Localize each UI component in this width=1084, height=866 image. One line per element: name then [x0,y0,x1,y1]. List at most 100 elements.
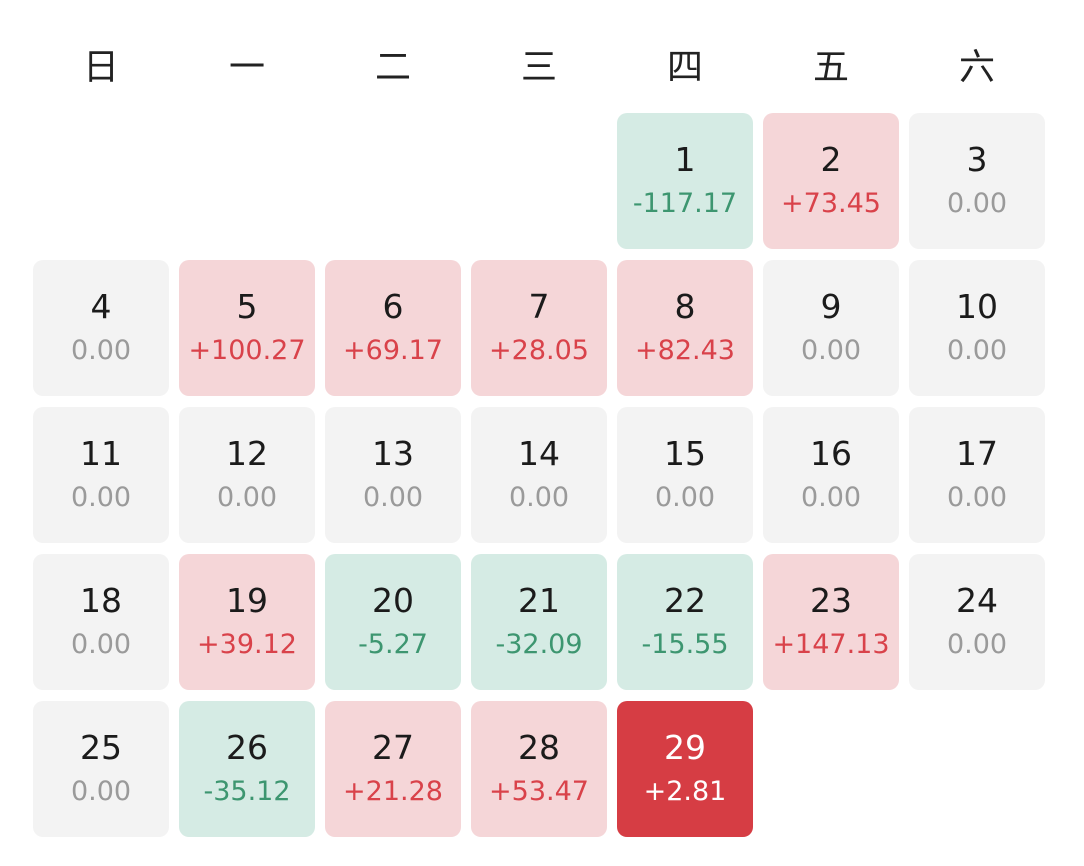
day-cell[interactable]: 12 0.00 [179,407,315,543]
day-cell[interactable]: 19 +39.12 [179,554,315,690]
day-value: -5.27 [358,629,428,660]
day-number: 14 [518,434,560,473]
day-cell[interactable]: 13 0.00 [325,407,461,543]
day-cell[interactable]: 9 0.00 [763,260,899,396]
day-cell[interactable]: 17 0.00 [909,407,1045,543]
day-number: 15 [664,434,706,473]
day-value: 0.00 [70,629,132,660]
day-number: 26 [226,728,268,767]
day-number: 28 [518,728,560,767]
day-number: 3 [966,140,988,179]
day-value: -117.17 [632,188,738,219]
day-value: -35.12 [203,776,291,807]
day-cell[interactable]: 1 -117.17 [617,113,753,249]
day-cell[interactable]: 29 +2.81 [617,701,753,837]
day-value: 0.00 [946,188,1008,219]
day-number: 18 [80,581,122,620]
weekday-header: 日一二三四五六 [33,40,1043,96]
day-value: +147.13 [772,629,890,660]
day-value: +82.43 [635,335,735,366]
day-number: 6 [382,287,404,326]
day-number: 1 [674,140,696,179]
day-value: +21.28 [343,776,443,807]
day-value: -15.55 [641,629,729,660]
day-value: 0.00 [70,335,132,366]
day-number: 17 [956,434,998,473]
empty-cell [325,113,461,249]
day-number: 12 [226,434,268,473]
day-value: 0.00 [946,482,1008,513]
day-cell[interactable]: 23 +147.13 [763,554,899,690]
day-cell[interactable]: 16 0.00 [763,407,899,543]
day-value: +28.05 [489,335,589,366]
day-value: +39.12 [197,629,297,660]
day-value: +73.45 [781,188,881,219]
day-cell[interactable]: 21 -32.09 [471,554,607,690]
day-value: 0.00 [508,482,570,513]
day-number: 10 [956,287,998,326]
day-value: +2.81 [643,776,727,807]
weekday-label: 二 [374,47,411,88]
day-value: 0.00 [216,482,278,513]
day-number: 8 [674,287,696,326]
day-cell[interactable]: 8 +82.43 [617,260,753,396]
day-value: 0.00 [654,482,716,513]
day-value: 0.00 [362,482,424,513]
day-value: 0.00 [800,482,862,513]
day-number: 13 [372,434,414,473]
day-cell[interactable]: 22 -15.55 [617,554,753,690]
day-cell[interactable]: 11 0.00 [33,407,169,543]
weekday-label: 日 [82,47,119,88]
day-cell[interactable]: 4 0.00 [33,260,169,396]
day-cell[interactable]: 7 +28.05 [471,260,607,396]
day-number: 25 [80,728,122,767]
day-cell[interactable]: 5 +100.27 [179,260,315,396]
day-number: 24 [956,581,998,620]
day-number: 27 [372,728,414,767]
day-number: 16 [810,434,852,473]
day-number: 2 [820,140,842,179]
day-value: 0.00 [946,629,1008,660]
day-value: -32.09 [495,629,583,660]
calendar-grid: 1 -117.17 2 +73.45 3 0.00 4 0.00 5 +100.27 6 +69.17… [33,113,1045,837]
weekday-label: 五 [812,47,849,88]
day-cell[interactable]: 3 0.00 [909,113,1045,249]
day-cell[interactable]: 15 0.00 [617,407,753,543]
day-number: 11 [80,434,122,473]
day-cell[interactable]: 2 +73.45 [763,113,899,249]
day-number: 23 [810,581,852,620]
day-number: 21 [518,581,560,620]
day-cell[interactable]: 18 0.00 [33,554,169,690]
weekday-label: 四 [666,47,703,88]
day-value: +100.27 [188,335,306,366]
empty-cell [471,113,607,249]
day-number: 20 [372,581,414,620]
empty-cell [179,113,315,249]
weekday-label: 三 [520,47,557,88]
day-cell[interactable]: 6 +69.17 [325,260,461,396]
day-cell[interactable]: 28 +53.47 [471,701,607,837]
day-cell[interactable]: 20 -5.27 [325,554,461,690]
empty-cell [33,113,169,249]
day-number: 7 [528,287,550,326]
day-value: +53.47 [489,776,589,807]
day-cell[interactable]: 24 0.00 [909,554,1045,690]
day-cell[interactable]: 10 0.00 [909,260,1045,396]
day-number: 19 [226,581,268,620]
day-value: +69.17 [343,335,443,366]
day-cell[interactable]: 25 0.00 [33,701,169,837]
day-value: 0.00 [70,482,132,513]
day-number: 29 [664,728,706,767]
weekday-label: 六 [958,47,995,88]
day-value: 0.00 [946,335,1008,366]
day-cell[interactable]: 27 +21.28 [325,701,461,837]
day-value: 0.00 [800,335,862,366]
day-value: 0.00 [70,776,132,807]
day-cell[interactable]: 26 -35.12 [179,701,315,837]
day-cell[interactable]: 14 0.00 [471,407,607,543]
day-number: 4 [90,287,112,326]
day-number: 22 [664,581,706,620]
day-number: 5 [236,287,258,326]
weekday-label: 一 [228,47,265,88]
day-number: 9 [820,287,842,326]
